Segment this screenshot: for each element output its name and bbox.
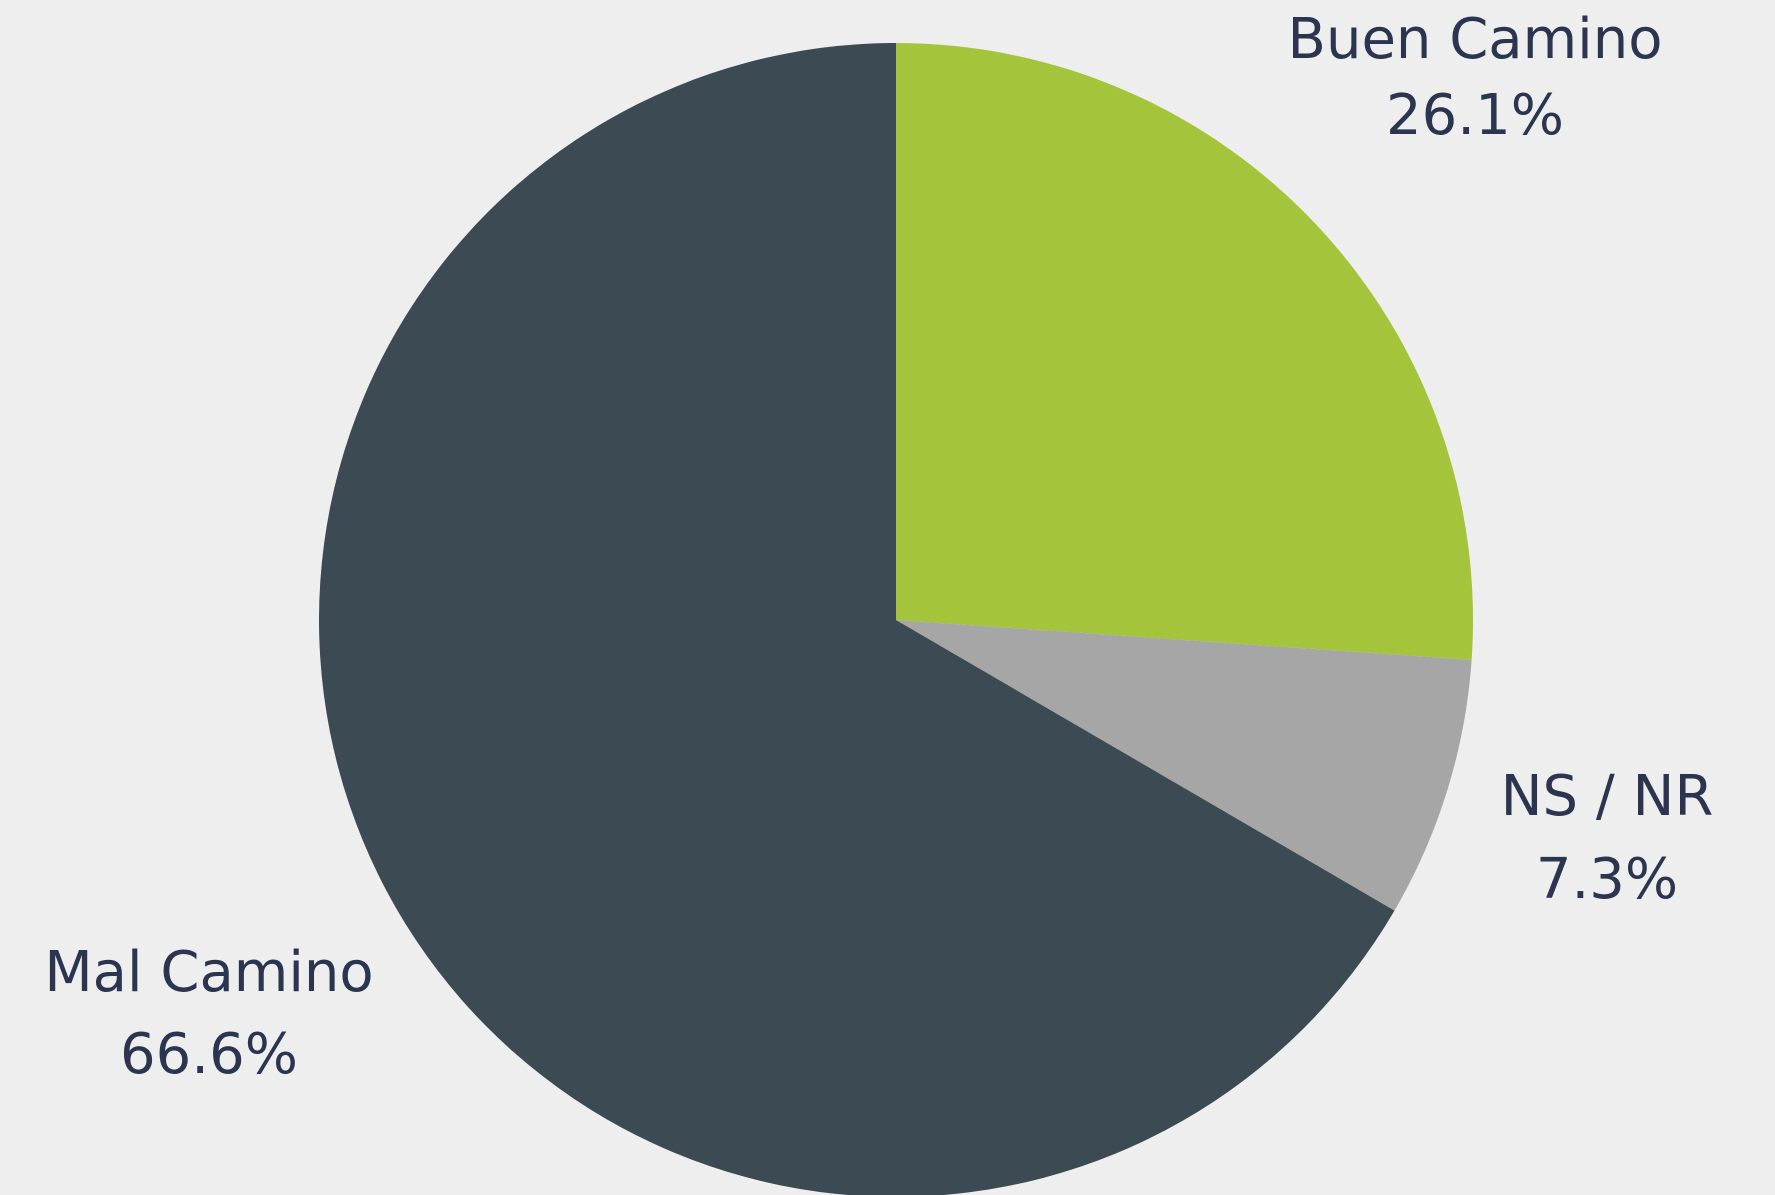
slice-label: NS / NR: [1501, 764, 1714, 829]
value-label: 7.3%: [1536, 847, 1678, 912]
value-label: 26.1%: [1386, 83, 1564, 148]
pie-slice: [896, 43, 1473, 660]
pie-slice: [319, 43, 1395, 1195]
pie-slice: [896, 620, 1472, 911]
slice-label: Buen Camino: [1288, 7, 1663, 72]
value-label: 66.6%: [120, 1022, 298, 1087]
slice-label: Mal Camino: [44, 940, 373, 1005]
